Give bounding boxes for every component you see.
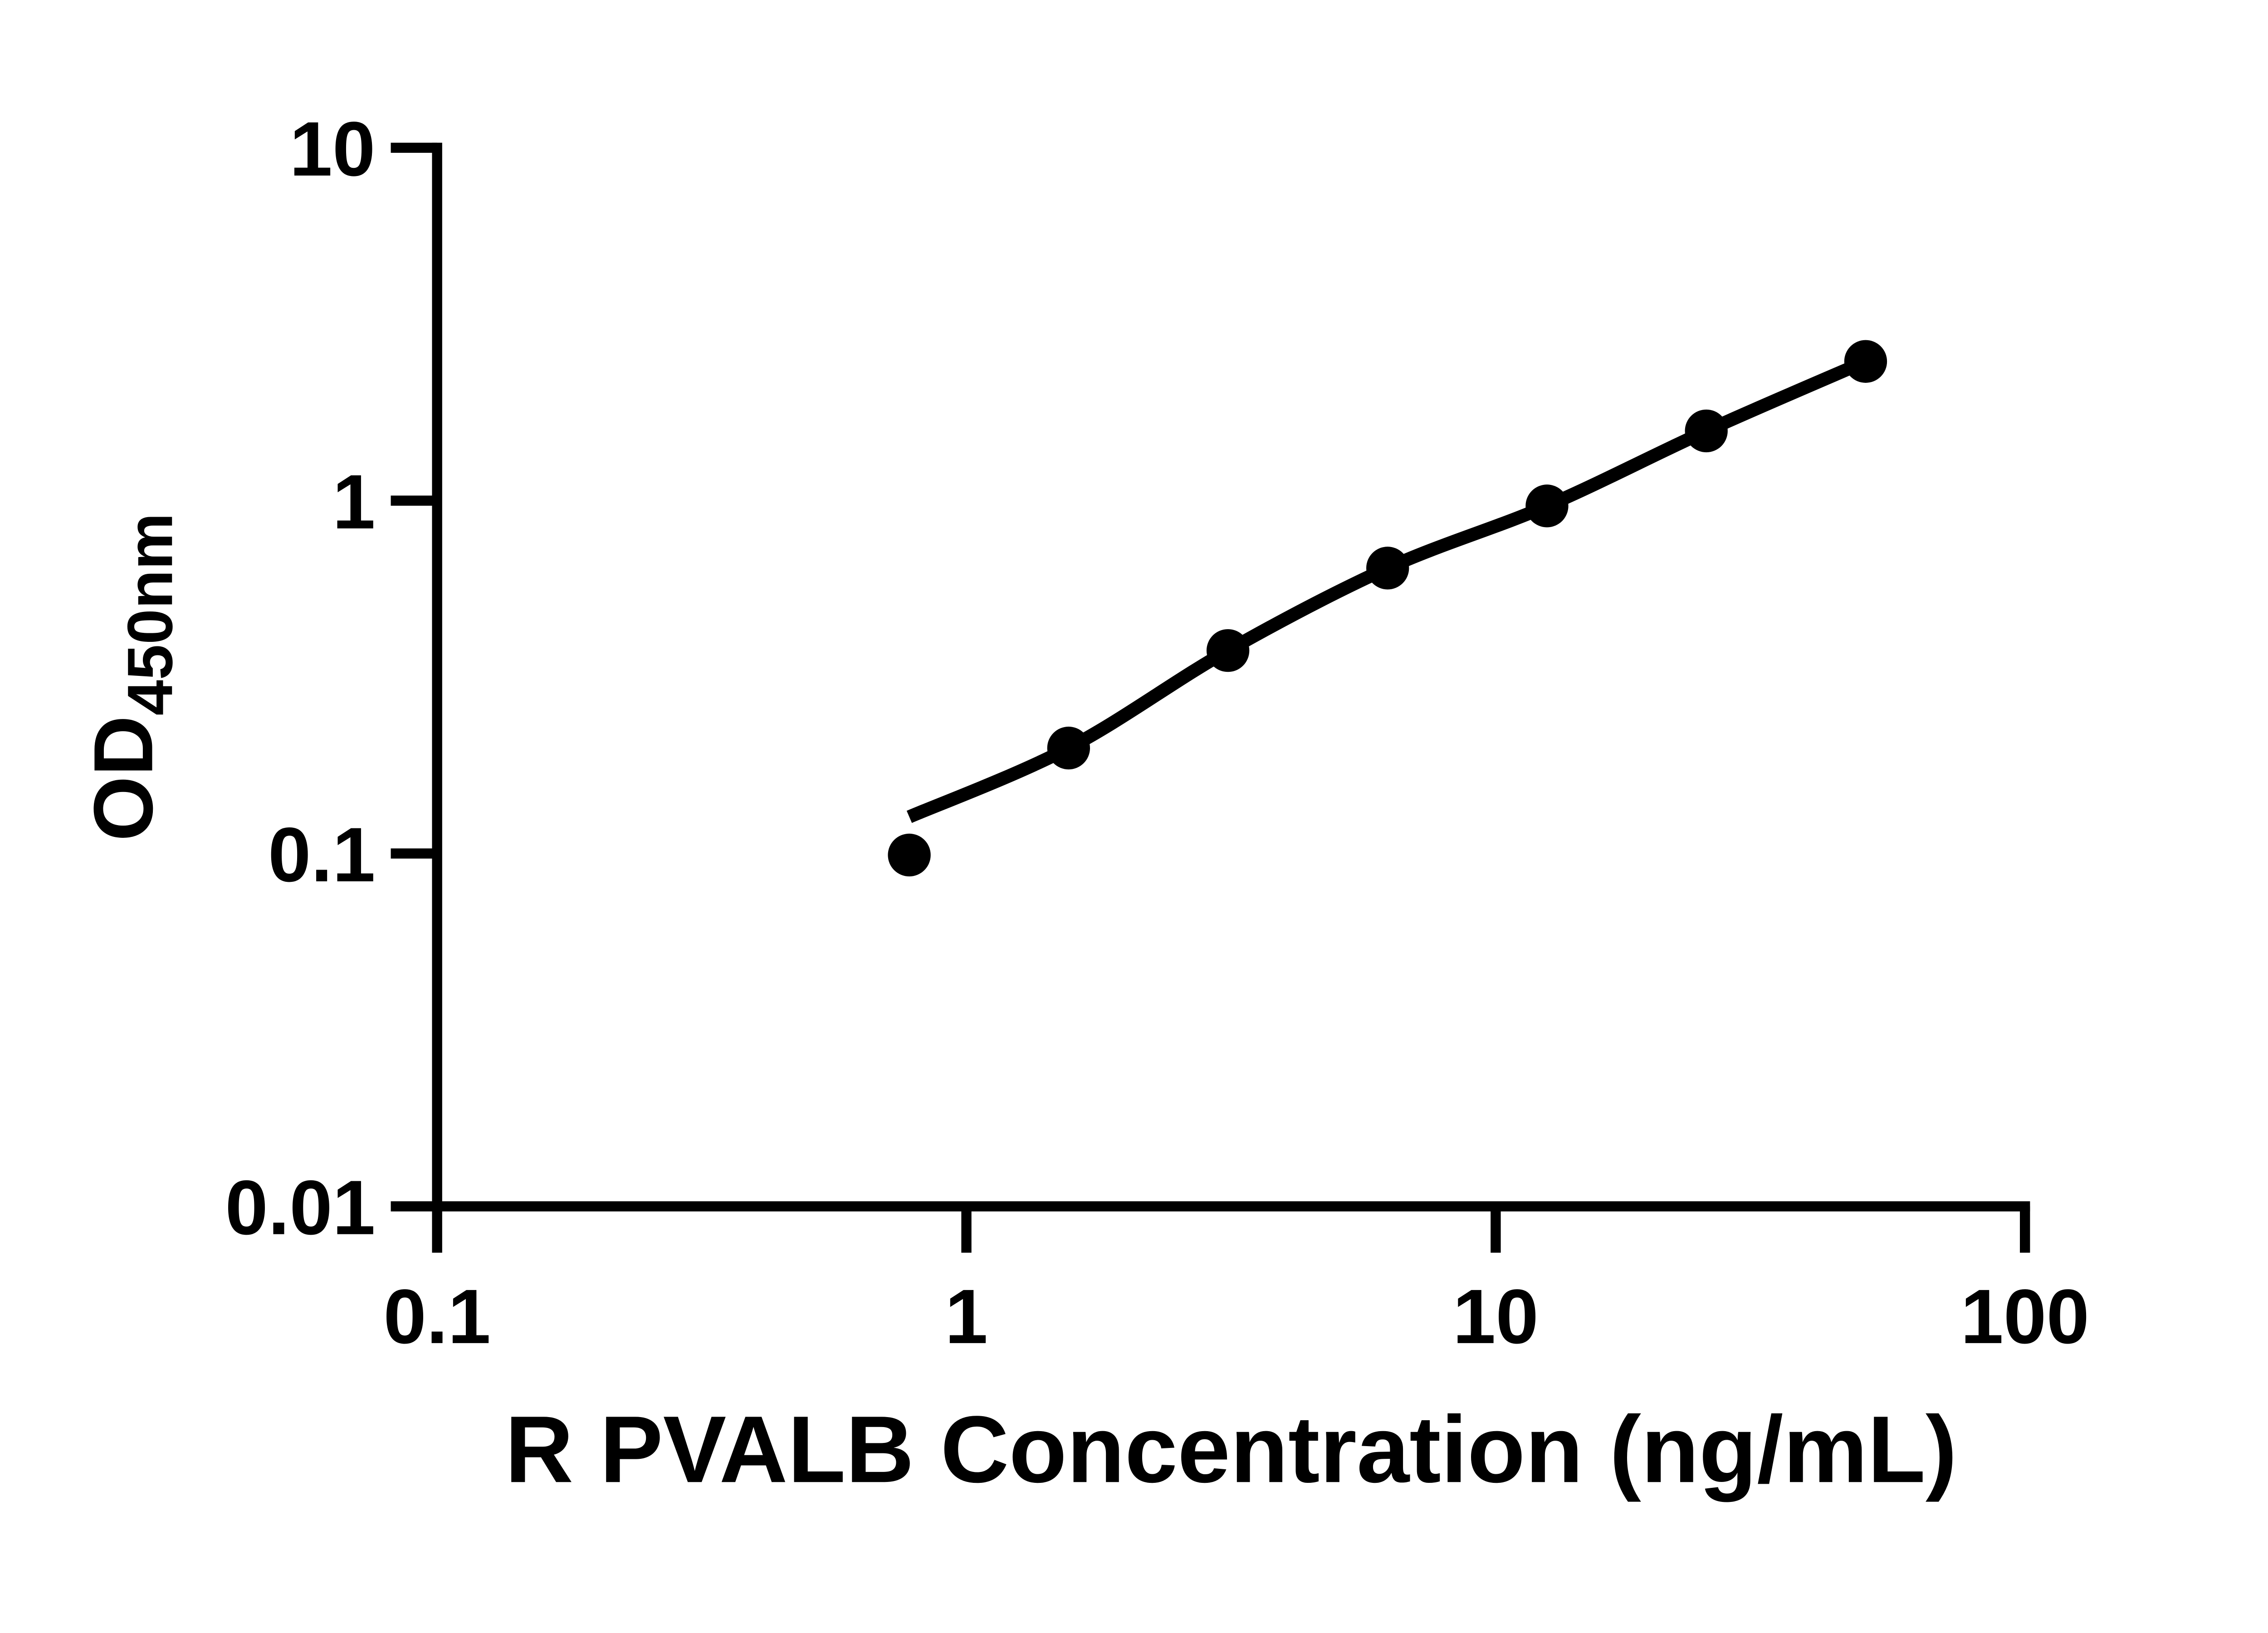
x-tick-label: 0.1 [383,1274,491,1360]
x-tick-label: 10 [1453,1274,1539,1360]
y-axis-title-main: OD [77,715,170,841]
y-tick-label: 0.01 [225,1165,375,1251]
y-axis-title: OD450nm [77,513,186,841]
data-point-marker [888,833,931,877]
y-tick-label: 0.1 [268,812,376,898]
data-point-marker [1685,409,1728,453]
axes [432,142,2030,1212]
data-point-marker [1844,340,1887,383]
data-point-marker [1047,726,1090,770]
x-tick-label: 100 [1960,1274,2089,1360]
data-point-marker [1366,547,1409,590]
elisa-standard-curve-figure: 0.1 1 10 100 0.01 0.1 1 10 R PVALB Concentratio… [77,106,2090,1503]
data-point-marker [1525,484,1569,528]
y-tick-label: 10 [289,106,375,192]
x-axis-title: R PVALB Concentration (ng/mL) [505,1397,1957,1502]
plot-series [888,340,1887,877]
x-tick-label: 1 [945,1274,988,1360]
y-axis-title-subscript: 450nm [114,513,186,716]
axis-ticks [391,142,2030,1253]
data-point-marker [1206,629,1250,672]
y-tick-label: 1 [332,459,376,545]
